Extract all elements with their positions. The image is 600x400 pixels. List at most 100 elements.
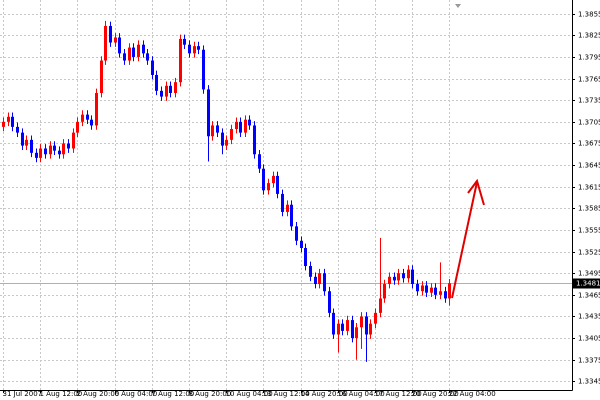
candle-body — [49, 145, 52, 155]
candle-body — [35, 152, 38, 158]
x-tick-label: 6 Aug 04:00 — [115, 390, 158, 398]
candle-body — [360, 316, 363, 328]
candle-body — [137, 44, 140, 57]
y-tick-label: 1.3825 — [578, 32, 600, 40]
candle-body — [221, 132, 224, 146]
candle-body — [421, 285, 424, 292]
candle-body — [230, 129, 233, 140]
arrow-shaft — [451, 181, 478, 299]
candle-body — [346, 320, 349, 331]
candle-body — [425, 285, 428, 293]
candle-body — [7, 116, 10, 122]
x-tick-label: 7 Aug 12:00 — [152, 390, 195, 398]
candle-body — [258, 154, 261, 169]
y-tick-label: 1.3615 — [578, 184, 600, 192]
candle-body — [332, 312, 335, 335]
candle-body — [304, 247, 307, 267]
y-tick-label: 1.3585 — [578, 205, 600, 213]
candle-body — [337, 323, 340, 335]
candle-body — [197, 46, 200, 50]
candle-body — [174, 82, 177, 93]
candle-body — [25, 139, 28, 146]
candle-body — [142, 44, 145, 54]
shift-marker — [455, 4, 461, 8]
x-tick-label: 17 Aug 12:00 — [375, 390, 422, 398]
y-tick-label: 1.3735 — [578, 97, 600, 105]
candle-body — [225, 139, 228, 146]
y-tick-label: 1.3465 — [578, 292, 600, 300]
x-tick-label: 13 Aug 12:00 — [263, 390, 310, 398]
candle-body — [407, 269, 410, 279]
candle-body — [151, 60, 154, 75]
y-tick-label: 1.3645 — [578, 162, 600, 170]
candle-body — [318, 273, 321, 285]
candle-body — [328, 291, 331, 313]
y-tick-label: 1.3375 — [578, 357, 600, 365]
candle-body — [109, 25, 112, 43]
candle-body — [434, 287, 437, 295]
y-tick-label: 1.3405 — [578, 335, 600, 343]
candle-body — [393, 276, 396, 281]
candle-body — [351, 320, 354, 339]
candle-body — [379, 298, 382, 313]
y-tick-label: 1.3555 — [578, 227, 600, 235]
candle-body — [179, 38, 182, 83]
candle-body — [104, 25, 107, 61]
candle-body — [132, 47, 135, 57]
candle-body — [128, 47, 131, 61]
candle-body — [235, 121, 238, 130]
y-tick-label: 1.3765 — [578, 76, 600, 84]
candle-body — [290, 204, 293, 227]
candle-body — [165, 85, 168, 97]
x-tick-label: 2 Aug 20:00 — [77, 390, 120, 398]
candle-body — [123, 53, 126, 61]
candle-body — [262, 168, 265, 191]
candle-body — [383, 284, 386, 299]
x-tick-label: 31 Jul 2007 — [3, 390, 43, 398]
x-tick-label: 20 Aug 20:00 — [412, 390, 459, 398]
candle-body — [95, 92, 98, 126]
y-tick-label: 1.3675 — [578, 140, 600, 148]
arrow-head — [467, 178, 485, 206]
y-tick-label: 1.3345 — [578, 378, 600, 386]
candle-body — [72, 132, 75, 149]
candle-body — [11, 116, 14, 127]
candle-body — [416, 284, 419, 292]
candle-body — [444, 291, 447, 299]
current-price-box — [573, 278, 600, 289]
x-tick-label: 22 Aug 04:00 — [449, 390, 496, 398]
candle-body — [239, 121, 242, 133]
candle-body — [309, 266, 312, 277]
candle-body — [155, 74, 158, 91]
candle-body — [53, 145, 56, 151]
candle-body — [193, 46, 196, 54]
plot-area — [0, 0, 572, 390]
candle-body — [248, 119, 251, 126]
candle-body — [430, 287, 433, 293]
candle-body — [365, 316, 368, 335]
candle-body — [295, 226, 298, 241]
candle-body — [16, 126, 19, 133]
candle-body — [62, 143, 65, 155]
candle-body — [86, 114, 89, 120]
x-tick-label: 14 Aug 20:00 — [301, 390, 348, 398]
x-tick-label: 8 Aug 20:00 — [189, 390, 232, 398]
candle-body — [100, 60, 103, 93]
candle-body — [314, 276, 317, 285]
candle-body — [216, 125, 219, 133]
x-tick-label: 1 Aug 12:00 — [40, 390, 83, 398]
candle-body — [397, 273, 400, 281]
candle-body — [272, 175, 275, 184]
y-tick-label: 1.3795 — [578, 54, 600, 62]
candle-body — [58, 150, 61, 155]
candle-body — [183, 38, 186, 45]
candle-body — [253, 125, 256, 155]
candle-body — [341, 323, 344, 331]
x-tick-label: 16 Aug 04:00 — [338, 390, 385, 398]
candle-body — [374, 312, 377, 324]
candle-body — [76, 121, 79, 133]
candle-body — [114, 37, 117, 43]
candle-body — [286, 204, 289, 212]
candle-body — [323, 273, 326, 292]
candle-body — [2, 121, 5, 127]
